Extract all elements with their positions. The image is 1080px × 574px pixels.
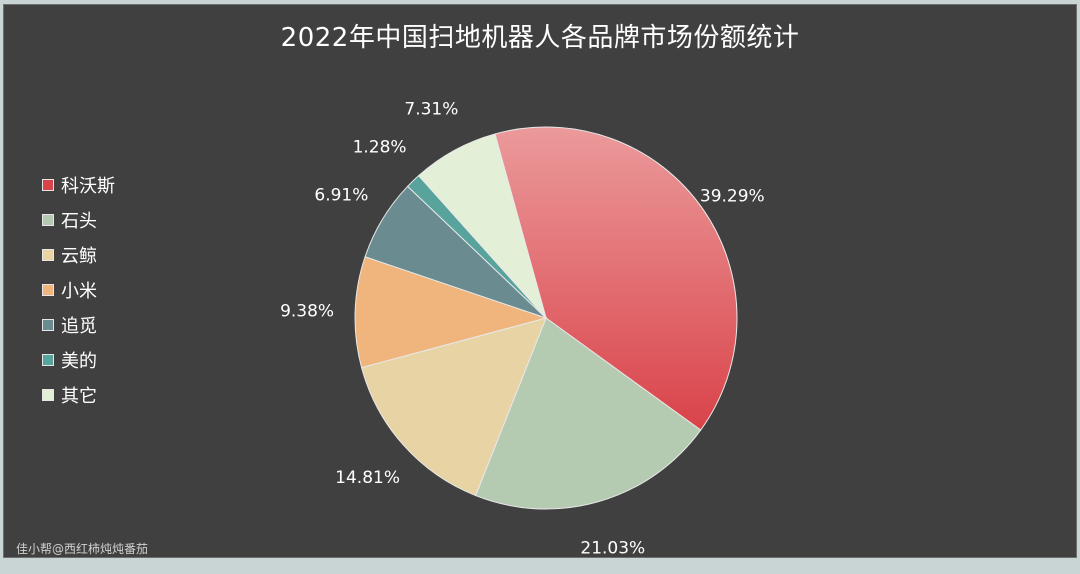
legend-label: 美的 [61,350,97,372]
slice-label: 7.31% [404,99,458,119]
legend-swatch [42,248,54,261]
legend-label: 云鲸 [61,245,97,267]
legend-swatch [42,388,54,401]
legend-item[interactable]: 小米 [42,272,115,307]
legend-label: 小米 [61,280,97,302]
slice-label: 39.29% [700,187,765,207]
legend-item[interactable]: 科沃斯 [42,167,115,202]
legend-label: 石头 [61,210,97,232]
legend-swatch [42,283,54,296]
legend-item[interactable]: 追觅 [42,307,115,342]
chart-frame: 39.29% 21.03% 14.81% 9.38% 6.91% 1.28% 7.31% 2… [3,4,1077,558]
slice-label: 14.81% [335,468,400,488]
pie-slice[interactable] [494,126,738,431]
legend-swatch [42,213,54,226]
legend-item[interactable]: 云鲸 [42,237,115,272]
legend-item[interactable]: 其它 [42,377,115,412]
legend-label: 科沃斯 [61,175,115,197]
watermark: 佳小帮@西红柿炖炖番茄 [16,542,149,556]
legend-item[interactable]: 美的 [42,342,115,377]
pie-slice[interactable] [360,317,547,497]
legend-label: 追觅 [61,315,97,337]
legend-swatch [42,178,54,191]
legend-item[interactable]: 石头 [42,202,115,237]
slice-label: 6.91% [314,185,368,205]
slice-label: 21.03% [580,539,645,558]
slice-label: 1.28% [353,137,407,157]
chart-title: 2022年中国扫地机器人各品牌市场份额统计 [280,23,800,53]
slice-label: 9.38% [280,301,334,321]
legend-swatch [42,353,54,366]
pie-slice[interactable] [354,256,548,369]
legend: 科沃斯石头云鲸小米追觅美的其它 [42,167,115,412]
pie-slice[interactable] [474,317,702,510]
legend-swatch [42,318,54,331]
legend-label: 其它 [61,385,97,407]
pie-slice[interactable] [417,133,547,319]
pie-chart: 39.29% 21.03% 14.81% 9.38% 6.91% 1.28% 7.31% [280,99,765,558]
